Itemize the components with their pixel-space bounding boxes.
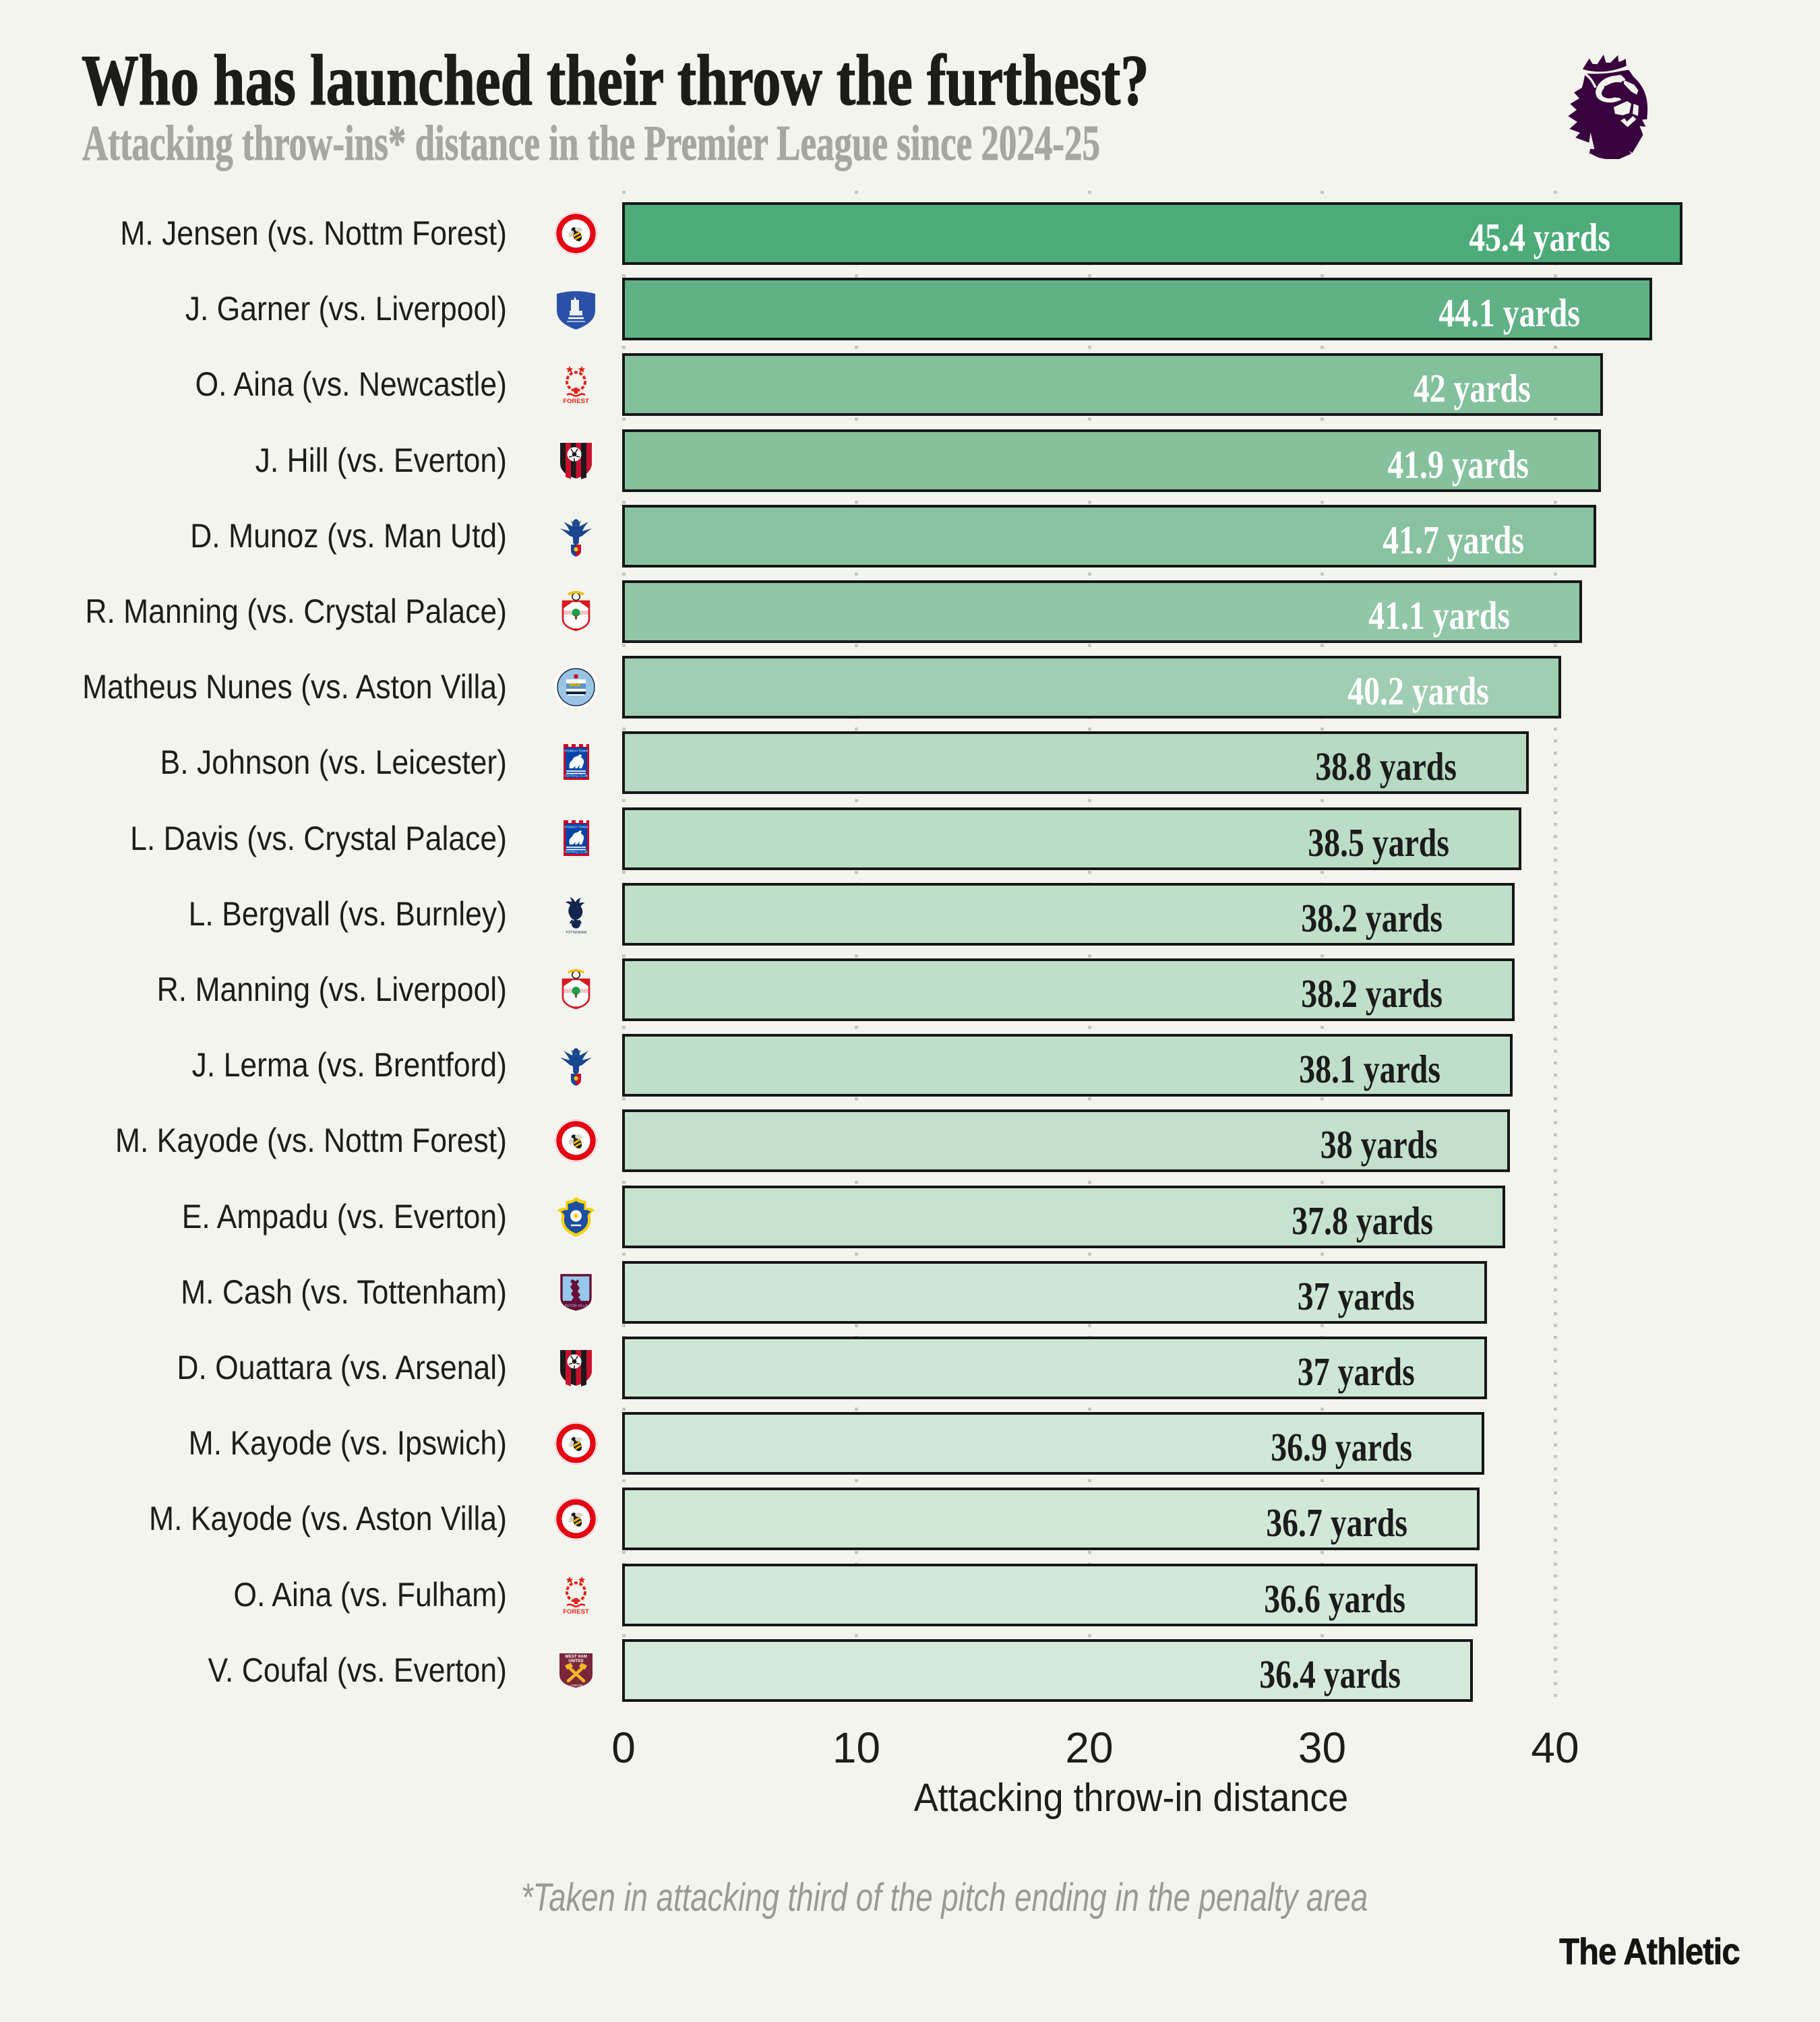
svg-text:LONDON: LONDON xyxy=(570,1684,583,1687)
svg-text:FOREST: FOREST xyxy=(563,1608,589,1616)
svg-text:FOOTBALL CLUB: FOOTBALL CLUB xyxy=(564,774,587,778)
svg-text:UNITED: UNITED xyxy=(568,1659,584,1663)
svg-text:ASTON VILLA: ASTON VILLA xyxy=(564,1304,588,1308)
svg-text:FOREST: FOREST xyxy=(563,398,589,405)
svg-text:FOOTBALL CLUB: FOOTBALL CLUB xyxy=(564,850,587,853)
svg-text:IPSWICH TOWN: IPSWICH TOWN xyxy=(564,749,588,753)
svg-text:WEST HAM: WEST HAM xyxy=(565,1655,587,1659)
svg-text:TOTTENHAM: TOTTENHAM xyxy=(566,931,586,935)
svg-text:IPSWICH TOWN: IPSWICH TOWN xyxy=(564,825,588,828)
